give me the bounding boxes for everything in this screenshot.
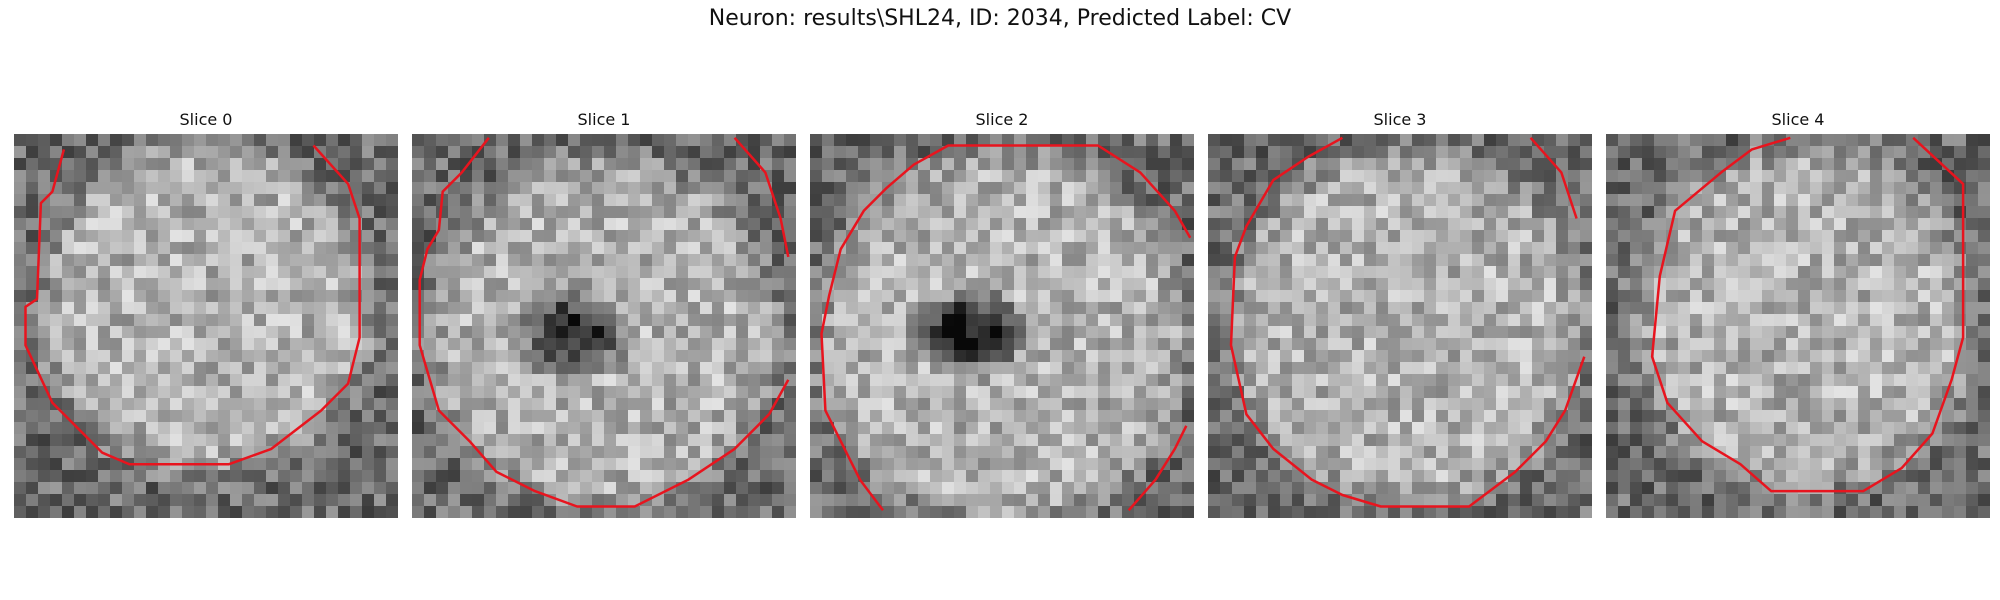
contour-line [1650,136,1965,493]
contour-line [1127,425,1188,512]
slice-image-3 [1208,134,1592,518]
slice-title: Slice 0 [179,110,233,129]
slice-image-0 [14,134,398,518]
slice-image-4 [1606,134,1990,518]
slice-title: Slice 2 [975,110,1029,129]
slice-panel-2: Slice 2 [810,106,1194,518]
slice-image-2 [810,134,1194,518]
slice-title: Slice 4 [1771,110,1825,129]
slice-title: Slice 3 [1373,110,1427,129]
slice-image-1 [412,134,796,518]
contour-line [418,137,790,508]
contour-line [733,136,790,258]
slice-panel-1: Slice 1 [412,106,796,518]
slice-title: Slice 1 [577,110,631,129]
contour-line [1529,136,1578,219]
contour-line [24,144,361,466]
slice-panel-3: Slice 3 [1208,106,1592,518]
contour-line [820,144,1192,512]
slice-panel-4: Slice 4 [1606,106,1990,518]
figure-title: Neuron: results\SHL24, ID: 2034, Predict… [708,6,1292,31]
slice-panel-0: Slice 0 [14,106,398,518]
contour-line [1229,136,1586,508]
